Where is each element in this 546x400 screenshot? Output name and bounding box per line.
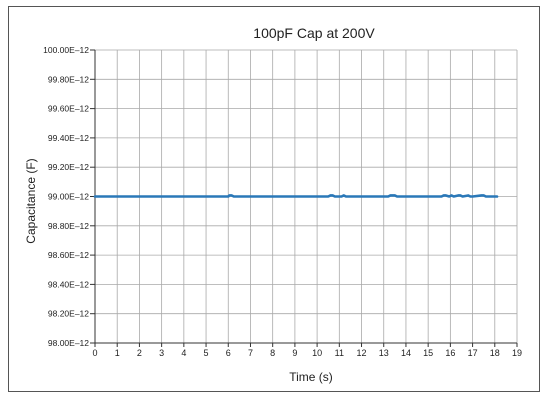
x-tick-label: 5 [204,348,209,358]
x-tick-label: 11 [335,348,344,358]
y-tick-label: 99.80E–12 [48,74,89,84]
y-tick-label: 98.40E–12 [48,279,89,289]
x-tick-label: 12 [357,348,367,358]
y-tick-label: 100.00E–12 [43,45,89,55]
x-tick-label: 15 [423,348,433,358]
x-tick-label: 6 [226,348,231,358]
x-tick-label: 19 [512,348,522,358]
y-tick-label: 98.00E–12 [48,338,89,348]
y-tick-label: 99.60E–12 [48,104,89,114]
x-tick-label: 3 [159,348,164,358]
x-tick-label: 9 [292,348,297,358]
chart-frame: 98.00E–12 98.20E–12 98.40E–12 98.60E–12 98.8… [8,6,540,392]
y-tick-label: 99.20E–12 [48,162,89,172]
x-tick-label: 4 [181,348,186,358]
x-tick-label: 16 [445,348,455,358]
x-tick-label: 0 [92,348,97,358]
y-tick-label: 99.40E–12 [48,133,89,143]
y-tick-label: 99.00E–12 [48,192,89,202]
chart-svg: 98.00E–12 98.20E–12 98.40E–12 98.60E–12 98.8… [24,25,522,384]
y-tick-label: 98.60E–12 [48,250,89,260]
x-tick-label: 17 [468,348,478,358]
x-tick-label: 13 [379,348,389,358]
y-tick-label: 98.20E–12 [48,309,89,319]
tick-labels: 98.00E–12 98.20E–12 98.40E–12 98.60E–12 98.8… [43,45,522,358]
x-tick-label: 18 [490,348,500,358]
x-tick-label: 8 [270,348,275,358]
y-tick-label: 98.80E–12 [48,221,89,231]
x-tick-label: 7 [248,348,253,358]
series-line-1 [93,194,499,198]
chart-title: 100pF Cap at 200V [253,25,375,41]
series-layer [93,194,499,198]
x-axis-label: Time (s) [289,370,333,384]
y-axis-label: Capacitance (F) [24,158,38,243]
x-tick-label: 14 [401,348,411,358]
x-tick-label: 10 [312,348,322,358]
x-tick-label: 1 [115,348,120,358]
x-tick-label: 2 [137,348,142,358]
